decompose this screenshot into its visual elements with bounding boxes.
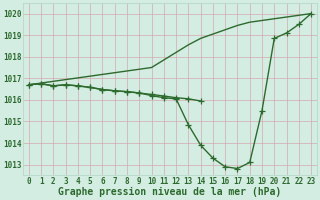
X-axis label: Graphe pression niveau de la mer (hPa): Graphe pression niveau de la mer (hPa) [58,187,282,197]
